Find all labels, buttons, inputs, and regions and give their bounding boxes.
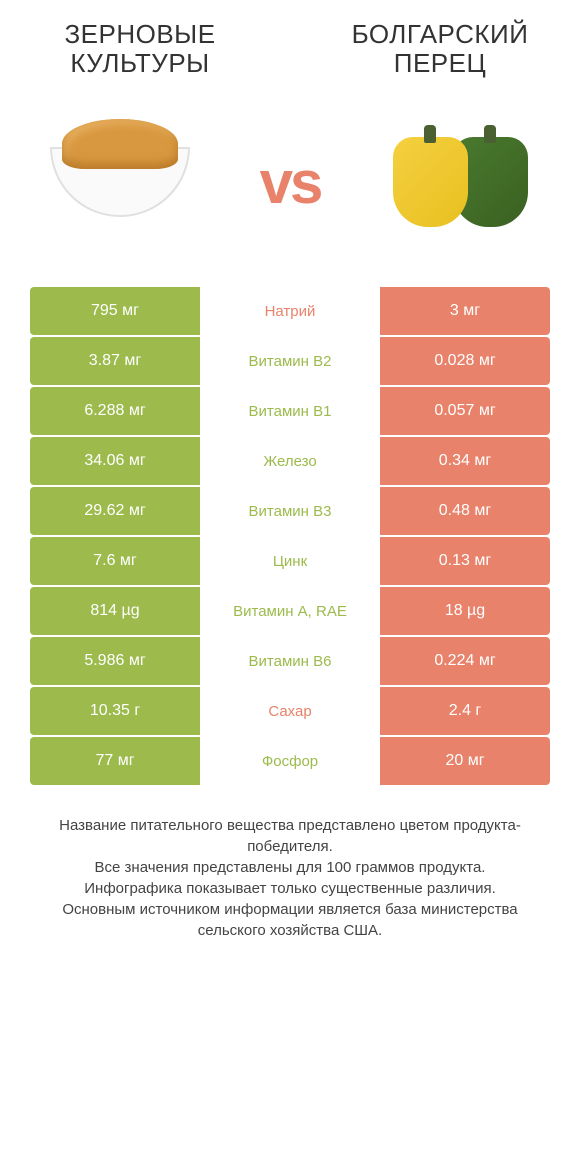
- footer-line-1: Название питательного вещества представл…: [35, 815, 545, 857]
- nutrient-name-cell: Железо: [200, 437, 380, 485]
- left-value-cell: 795 мг: [30, 287, 200, 335]
- table-row: 29.62 мгВитамин B30.48 мг: [30, 487, 550, 535]
- pepper-image: [370, 112, 550, 252]
- right-value-cell: 2.4 г: [380, 687, 550, 735]
- nutrient-name-cell: Фосфор: [200, 737, 380, 785]
- bowl-icon: [50, 147, 190, 217]
- nutrient-name-cell: Витамин B3: [200, 487, 380, 535]
- right-value-cell: 0.057 мг: [380, 387, 550, 435]
- left-product-title: ЗЕРНОВЫЕ КУЛЬТУРЫ: [30, 20, 250, 77]
- footer-line-2: Все значения представлены для 100 граммо…: [35, 857, 545, 878]
- table-row: 10.35 гСахар2.4 г: [30, 687, 550, 735]
- nutrient-name-cell: Цинк: [200, 537, 380, 585]
- right-value-cell: 0.34 мг: [380, 437, 550, 485]
- right-value-cell: 3 мг: [380, 287, 550, 335]
- right-value-cell: 0.48 мг: [380, 487, 550, 535]
- header-row: ЗЕРНОВЫЕ КУЛЬТУРЫ БОЛГАРСКИЙ ПЕРЕЦ: [30, 20, 550, 77]
- nutrient-name-cell: Витамин B2: [200, 337, 380, 385]
- table-row: 814 µgВитамин A, RAE18 µg: [30, 587, 550, 635]
- footer-line-3: Инфографика показывает только существенн…: [35, 878, 545, 899]
- table-row: 795 мгНатрий3 мг: [30, 287, 550, 335]
- table-row: 77 мгФосфор20 мг: [30, 737, 550, 785]
- infographic-container: ЗЕРНОВЫЕ КУЛЬТУРЫ БОЛГАРСКИЙ ПЕРЕЦ vs 79…: [0, 0, 580, 961]
- footer-notes: Название питательного вещества представл…: [30, 815, 550, 941]
- left-value-cell: 3.87 мг: [30, 337, 200, 385]
- right-value-cell: 18 µg: [380, 587, 550, 635]
- nutrient-table: 795 мгНатрий3 мг3.87 мгВитамин B20.028 м…: [30, 287, 550, 785]
- table-row: 5.986 мгВитамин B60.224 мг: [30, 637, 550, 685]
- right-value-cell: 0.13 мг: [380, 537, 550, 585]
- nutrient-name-cell: Натрий: [200, 287, 380, 335]
- vs-label: vs: [260, 148, 321, 217]
- cereal-image: [30, 112, 210, 252]
- yellow-pepper-icon: [393, 137, 468, 227]
- nutrient-name-cell: Сахар: [200, 687, 380, 735]
- left-value-cell: 814 µg: [30, 587, 200, 635]
- left-value-cell: 5.986 мг: [30, 637, 200, 685]
- images-row: vs: [30, 107, 550, 257]
- left-value-cell: 29.62 мг: [30, 487, 200, 535]
- table-row: 34.06 мгЖелезо0.34 мг: [30, 437, 550, 485]
- nutrient-name-cell: Витамин A, RAE: [200, 587, 380, 635]
- table-row: 3.87 мгВитамин B20.028 мг: [30, 337, 550, 385]
- left-value-cell: 6.288 мг: [30, 387, 200, 435]
- left-value-cell: 7.6 мг: [30, 537, 200, 585]
- left-value-cell: 34.06 мг: [30, 437, 200, 485]
- footer-line-4: Основным источником информации является …: [35, 899, 545, 941]
- right-product-title: БОЛГАРСКИЙ ПЕРЕЦ: [330, 20, 550, 77]
- left-value-cell: 10.35 г: [30, 687, 200, 735]
- peppers-icon: [393, 137, 528, 227]
- right-value-cell: 0.224 мг: [380, 637, 550, 685]
- right-value-cell: 20 мг: [380, 737, 550, 785]
- left-value-cell: 77 мг: [30, 737, 200, 785]
- right-value-cell: 0.028 мг: [380, 337, 550, 385]
- nutrient-name-cell: Витамин B6: [200, 637, 380, 685]
- table-row: 6.288 мгВитамин B10.057 мг: [30, 387, 550, 435]
- flakes-icon: [62, 119, 178, 169]
- nutrient-name-cell: Витамин B1: [200, 387, 380, 435]
- table-row: 7.6 мгЦинк0.13 мг: [30, 537, 550, 585]
